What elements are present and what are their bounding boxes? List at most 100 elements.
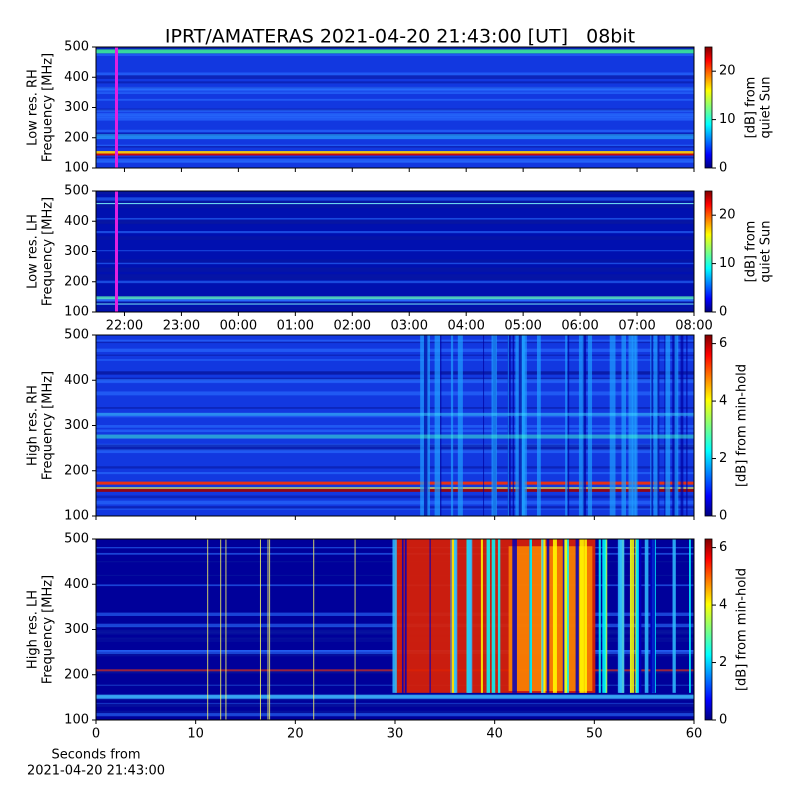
y-tick-label: 400 [64,214,89,229]
x-tick-label: 22:00 [106,319,143,334]
spectrogram-texture [480,539,483,693]
spectrogram-texture [96,296,694,300]
spectrogram-texture [457,335,463,516]
spectrogram-texture [96,447,694,451]
spectrogram-texture [634,335,638,516]
spectrogram-texture [602,539,607,693]
spectrogram-texture [434,335,441,516]
x-tick-label: 05:00 [504,319,541,334]
spectrogram-texture [96,158,694,162]
spectrogram-texture [96,81,694,84]
spectrogram-texture [579,539,584,693]
spectrogram-texture [96,354,694,356]
spectrogram-texture [96,481,694,485]
spectrogram-texture [427,335,430,516]
spectrogram-texture [536,335,541,516]
spectrogram-texture [96,88,694,92]
spectrogram-texture [672,539,676,693]
spectrogram-texture [96,391,694,396]
spectrogram-texture [631,335,636,516]
spectrogram-texture [429,539,431,693]
colorbar-tick-label: 10 [719,256,736,271]
x-tick-label: 06:00 [561,319,598,334]
y-tick-label: 400 [64,577,89,592]
spectrogram-texture [450,335,454,516]
y-axis-label: Low res. LH [26,214,41,289]
y-tick-label: 200 [64,463,89,478]
spectrogram-texture [657,335,660,516]
y-tick-label: 500 [64,532,89,547]
spectrogram-texture [96,359,694,361]
spectrogram-texture [96,506,694,509]
spectrogram-texture [546,539,550,693]
spectrogram-texture [96,466,694,469]
y-axis-label: Low res. RH [26,69,41,146]
spectrogram-texture [598,539,601,693]
spectrogram-texture [96,204,694,209]
x-axis-label: 2021-04-20 21:43:00 [27,764,165,779]
spectrogram-texture [207,539,209,720]
spectrogram-texture [621,335,626,516]
colorbar-tick-label: 6 [719,540,727,555]
spectrogram-texture [440,335,442,516]
x-tick-label: 02:00 [334,319,371,334]
spectrogram-texture [451,539,456,693]
spectrogram-texture [483,335,485,516]
spectrogram-texture [96,472,694,475]
colorbar-label: [dB] from min-hold [735,568,750,691]
x-tick-label: 23:00 [163,319,200,334]
spectrogram-texture [96,54,694,56]
spectrogram-texture [454,539,456,693]
spectrogram-texture [96,280,694,284]
y-tick-label: 400 [64,373,89,388]
spectrogram-texture [635,539,639,693]
chart-title: IPRT/AMATERAS 2021-04-20 21:43:00 [UT] 0… [165,26,635,48]
spectrogram-texture [96,444,694,449]
spectrogram-texture [96,153,694,156]
spectrogram-texture [507,335,509,516]
spectrogram-texture [220,539,222,720]
y-axis-label: Frequency [MHz] [41,575,56,684]
y-tick-label: 500 [64,40,89,55]
colorbar [704,334,713,517]
spectrogram-texture [96,713,694,717]
spectrogram-texture [450,539,452,693]
spectrogram-texture [96,98,694,101]
spectrogram-texture [686,335,688,516]
spectrogram-texture [515,335,520,516]
x-tick-label: 01:00 [277,319,314,334]
spectrogram-texture [96,156,694,159]
spectrogram-texture [486,539,490,693]
spectrogram-texture [269,539,271,720]
y-tick-label: 100 [64,305,89,320]
y-axis-label: Frequency [MHz] [41,197,56,306]
spectrogram-texture [96,303,694,305]
colorbar-tick-label: 10 [719,112,736,127]
colorbar-tick-label: 2 [719,655,727,670]
spectrogram-texture [96,425,694,428]
spectrogram-texture [96,500,694,505]
y-tick-label: 300 [64,622,89,637]
y-tick-label: 500 [64,328,89,343]
colorbar [704,46,713,169]
x-tick-label: 30 [387,727,404,742]
spectrogram-texture [650,539,656,693]
colorbar [704,190,713,313]
colorbar-tick-label: 4 [719,394,727,409]
spectrogram-texture [96,429,694,433]
y-tick-label: 300 [64,244,89,259]
spectrogram-texture [578,335,584,516]
spectrogram-texture [96,231,694,234]
x-tick-label: 10 [187,727,204,742]
spectrogram-texture [664,335,666,516]
spectrogram-texture [552,539,557,693]
spectrogram-texture [96,191,694,195]
spectrogram-texture [96,379,694,384]
x-tick-label: 20 [287,727,304,742]
spectrogram-texture [96,129,694,133]
y-tick-label: 200 [64,130,89,145]
spectrogram-texture [96,236,694,240]
spectrogram-texture [96,488,694,492]
x-tick-label: 03:00 [391,319,428,334]
